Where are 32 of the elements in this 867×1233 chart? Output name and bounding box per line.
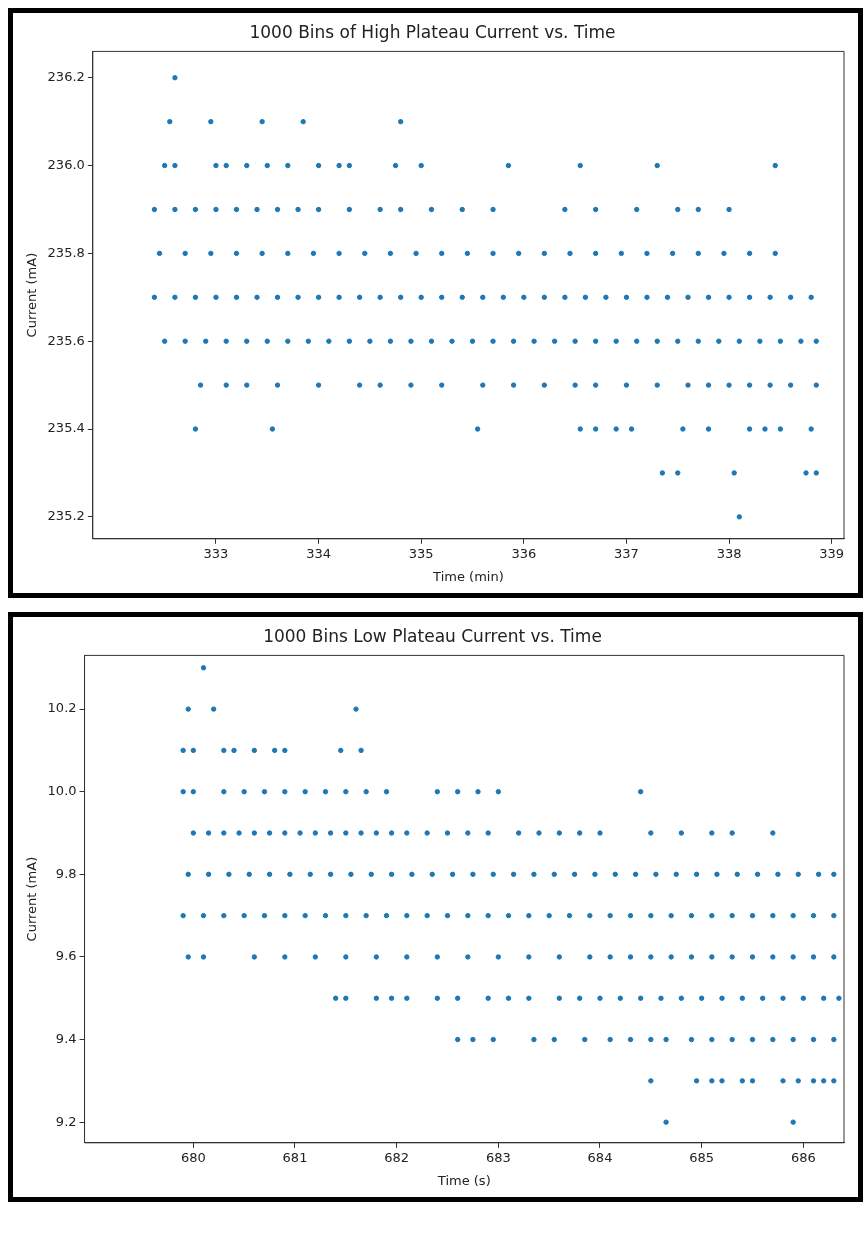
x-tick-label: 681 xyxy=(282,1149,308,1165)
y-tick-label: 236.0 xyxy=(47,156,85,172)
x-tick-label: 682 xyxy=(384,1149,410,1165)
y-tick-label: 235.2 xyxy=(47,508,85,524)
x-tick-label: 683 xyxy=(485,1149,511,1165)
x-tick-label: 336 xyxy=(511,545,537,561)
chart-title: 1000 Bins Low Plateau Current vs. Time xyxy=(263,625,602,646)
y-axis-title: Current (mA) xyxy=(24,252,40,338)
y-tick-label: 235.6 xyxy=(47,332,85,348)
y-tick-label: 9.2 xyxy=(55,1113,77,1129)
x-tick-label: 333 xyxy=(203,545,229,561)
y-tick-label: 236.2 xyxy=(47,69,85,85)
x-tick-label: 337 xyxy=(614,545,639,561)
y-tick-label: 9.6 xyxy=(55,948,77,964)
y-axis-title: Current (mA) xyxy=(24,856,40,942)
x-axis-title: Time (min) xyxy=(432,568,504,584)
x-tick-label: 685 xyxy=(689,1149,715,1165)
y-tick-label: 10.0 xyxy=(47,783,77,799)
y-tick-label: 9.4 xyxy=(55,1030,77,1046)
x-tick-label: 686 xyxy=(790,1149,816,1165)
chart-title: 1000 Bins of High Plateau Current vs. Time xyxy=(249,21,616,42)
x-tick-label: 339 xyxy=(819,545,845,561)
x-tick-label: 338 xyxy=(716,545,742,561)
x-tick-label: 334 xyxy=(306,545,331,561)
y-tick-label: 9.8 xyxy=(55,865,77,881)
x-tick-label: 684 xyxy=(587,1149,613,1165)
y-tick-label: 235.8 xyxy=(47,244,85,260)
x-axis-title: Time (s) xyxy=(436,1172,491,1188)
y-tick-label: 235.4 xyxy=(47,420,85,436)
y-tick-label: 10.2 xyxy=(47,700,77,716)
x-tick-label: 680 xyxy=(180,1149,206,1165)
x-tick-label: 335 xyxy=(408,545,434,561)
